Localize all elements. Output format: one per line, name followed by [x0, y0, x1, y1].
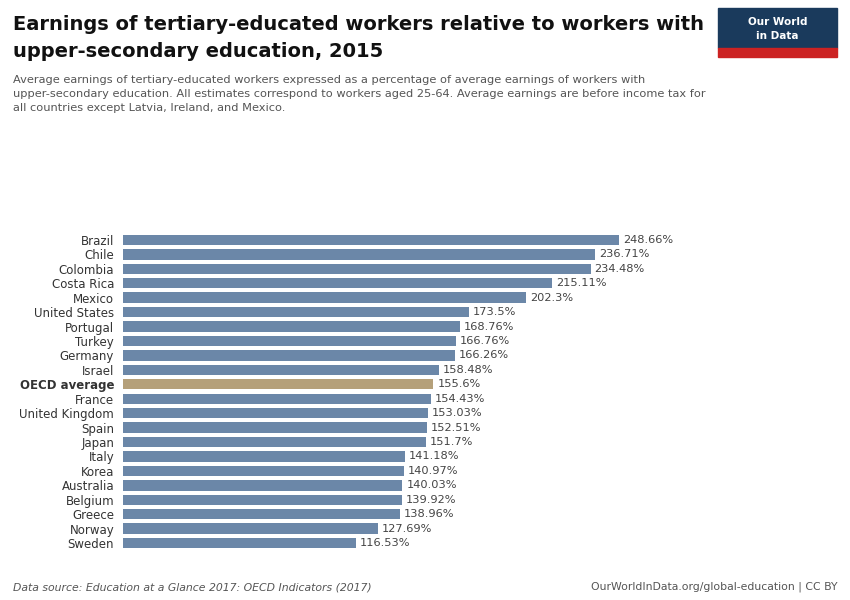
Text: 141.18%: 141.18%: [409, 451, 459, 461]
Text: 154.43%: 154.43%: [435, 394, 485, 404]
Text: in Data: in Data: [756, 31, 799, 41]
Text: 166.26%: 166.26%: [459, 350, 509, 361]
Text: 234.48%: 234.48%: [595, 264, 645, 274]
Text: Our World: Our World: [748, 17, 808, 26]
Text: 116.53%: 116.53%: [360, 538, 410, 548]
Bar: [123, 235, 619, 245]
Bar: [123, 523, 377, 534]
Bar: [123, 379, 434, 389]
Bar: [123, 322, 460, 332]
Text: upper-secondary education, 2015: upper-secondary education, 2015: [13, 42, 383, 61]
Text: OurWorldInData.org/global-education | CC BY: OurWorldInData.org/global-education | CC…: [591, 582, 837, 592]
Text: 236.71%: 236.71%: [599, 250, 649, 259]
Text: 158.48%: 158.48%: [443, 365, 494, 375]
Bar: [123, 480, 402, 491]
Bar: [123, 336, 456, 346]
Text: 248.66%: 248.66%: [623, 235, 673, 245]
Text: 140.03%: 140.03%: [406, 481, 456, 490]
Bar: [123, 249, 595, 260]
Text: 140.97%: 140.97%: [408, 466, 459, 476]
Bar: [123, 451, 405, 461]
Text: Average earnings of tertiary-educated workers expressed as a percentage of avera: Average earnings of tertiary-educated wo…: [13, 75, 706, 113]
Text: 152.51%: 152.51%: [431, 422, 482, 433]
Bar: [123, 394, 431, 404]
Text: Data source: Education at a Glance 2017: OECD Indicators (2017): Data source: Education at a Glance 2017:…: [13, 582, 371, 592]
Bar: [123, 350, 455, 361]
Bar: [123, 509, 400, 520]
Bar: [123, 263, 591, 274]
Bar: [123, 278, 552, 289]
Bar: [123, 466, 405, 476]
Text: 138.96%: 138.96%: [405, 509, 455, 519]
Text: 173.5%: 173.5%: [473, 307, 517, 317]
Bar: [123, 538, 355, 548]
Text: 168.76%: 168.76%: [463, 322, 514, 332]
Bar: [123, 292, 526, 303]
Bar: [123, 437, 426, 447]
Bar: [123, 408, 428, 418]
Bar: [123, 494, 402, 505]
Bar: [123, 307, 469, 317]
Bar: [718, 48, 837, 57]
Text: 202.3%: 202.3%: [530, 293, 574, 302]
Text: 153.03%: 153.03%: [433, 408, 483, 418]
Text: 166.76%: 166.76%: [460, 336, 510, 346]
Bar: [718, 8, 837, 48]
Text: 155.6%: 155.6%: [438, 379, 480, 389]
Text: 151.7%: 151.7%: [429, 437, 473, 447]
Text: 215.11%: 215.11%: [556, 278, 606, 288]
Text: 139.92%: 139.92%: [406, 495, 456, 505]
Bar: [123, 422, 428, 433]
Text: Earnings of tertiary-educated workers relative to workers with: Earnings of tertiary-educated workers re…: [13, 15, 704, 34]
Bar: [123, 365, 439, 375]
Text: 127.69%: 127.69%: [382, 524, 432, 533]
